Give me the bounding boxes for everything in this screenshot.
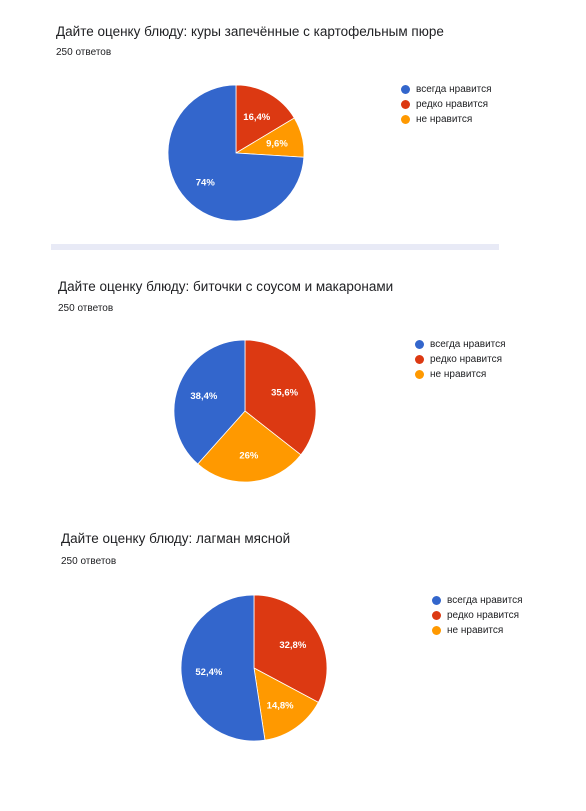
slice-data-label: 14,8% (267, 700, 294, 711)
slice-data-label: 16,4% (243, 112, 270, 123)
slice-data-label: 38,4% (190, 391, 217, 402)
legend-label: всегда нравится (430, 339, 506, 350)
legend-swatch-red (415, 355, 424, 364)
slice-data-label: 9,6% (266, 139, 288, 150)
response-count: 250 ответов (58, 303, 114, 314)
pie-chart: 35,6% 26% 38,4% (173, 339, 317, 483)
chart-legend: всегда нравится редко нравится не нравит… (415, 337, 506, 382)
legend-swatch-blue (432, 596, 441, 605)
legend-item: редко нравится (432, 608, 523, 623)
legend-item: редко нравится (415, 352, 506, 367)
chart-legend: всегда нравится редко нравится не нравит… (401, 82, 492, 127)
legend-label: редко нравится (416, 99, 488, 110)
legend-swatch-red (401, 100, 410, 109)
legend-label: редко нравится (430, 354, 502, 365)
slice-dislikes (253, 667, 319, 741)
chart-legend: всегда нравится редко нравится не нравит… (432, 593, 523, 638)
pie-chart: 16,4% 9,6% 74% (167, 84, 305, 222)
legend-item: всегда нравится (432, 593, 523, 608)
legend-swatch-blue (415, 340, 424, 349)
response-count: 250 ответов (56, 47, 112, 58)
slice-data-label: 32,8% (279, 640, 306, 651)
legend-item: редко нравится (401, 97, 492, 112)
legend-label: всегда нравится (447, 595, 523, 606)
legend-item: не нравится (415, 367, 506, 382)
legend-label: всегда нравится (416, 84, 492, 95)
pie-chart: 32,8% 14,8% 52,4% (180, 594, 328, 742)
legend-swatch-blue (401, 85, 410, 94)
slice-data-label: 35,6% (271, 387, 298, 398)
legend-label: не нравится (416, 114, 473, 125)
legend-item: всегда нравится (401, 82, 492, 97)
chart-title: Дайте оценку блюду: биточки с соусом и м… (58, 279, 394, 294)
legend-swatch-orange (415, 370, 424, 379)
response-count: 250 ответов (61, 556, 117, 567)
chart-title: Дайте оценку блюду: куры запечённые с ка… (56, 24, 444, 39)
chart-card-2: Дайте оценку блюду: биточки с соусом и м… (0, 258, 586, 508)
legend-swatch-orange (432, 626, 441, 635)
legend-item: не нравится (432, 623, 523, 638)
chart-card-1: Дайте оценку блюду: куры запечённые с ка… (0, 0, 586, 244)
slice-rarely-likes (235, 84, 295, 154)
slice-data-label: 74% (196, 177, 216, 188)
slice-always-likes (173, 339, 246, 465)
slice-rarely-likes (244, 339, 317, 456)
slice-always-likes (167, 84, 305, 222)
chart-card-3: Дайте оценку блюду: лагман мясной 250 от… (0, 512, 586, 782)
legend-label: редко нравится (447, 610, 519, 621)
legend-swatch-red (432, 611, 441, 620)
slice-always-likes (180, 594, 266, 742)
legend-label: не нравится (430, 369, 487, 380)
slice-dislikes (197, 410, 302, 483)
legend-label: не нравится (447, 625, 504, 636)
slice-rarely-likes (253, 594, 328, 703)
slice-data-label: 26% (239, 450, 259, 461)
legend-swatch-orange (401, 115, 410, 124)
chart-title: Дайте оценку блюду: лагман мясной (61, 531, 291, 546)
section-divider (51, 244, 499, 250)
slice-data-label: 52,4% (195, 667, 222, 678)
legend-item: всегда нравится (415, 337, 506, 352)
legend-item: не нравится (401, 112, 492, 127)
